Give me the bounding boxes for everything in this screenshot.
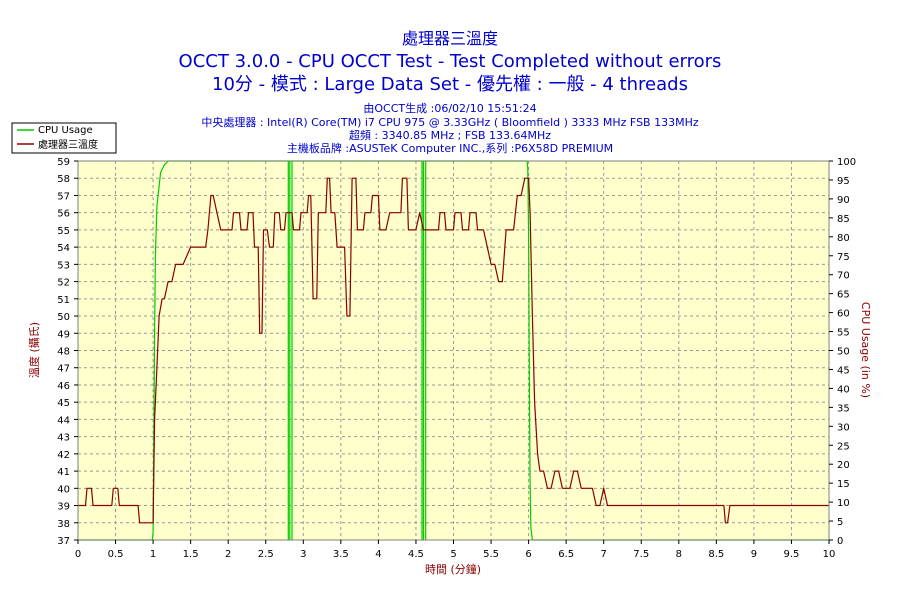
legend: CPU Usage 處理器三溫度 (11, 122, 117, 154)
y2-tick-label: 30 (837, 422, 850, 433)
y-tick-label: 44 (57, 415, 70, 426)
x-tick-label: 9.5 (783, 549, 799, 560)
y2-tick-label: 85 (837, 214, 850, 225)
y-tick-label: 50 (57, 312, 70, 323)
y-tick-label: 39 (57, 502, 70, 513)
y-tick-label: 59 (57, 157, 70, 168)
legend-box (11, 122, 117, 154)
y2-tick-label: 20 (837, 460, 850, 471)
y2-tick-label: 15 (837, 479, 850, 490)
y-tick-label: 42 (57, 450, 70, 461)
info-cpu: 中央處理器 : Intel(R) Core(TM) i7 CPU 975 @ 3… (201, 116, 699, 129)
y-tick-label: 43 (57, 433, 70, 444)
x-tick-label: 1.5 (183, 549, 199, 560)
y-tick-label: 52 (57, 278, 70, 289)
chart-title: 處理器三溫度 (401, 29, 498, 48)
info-overclock: 超頻 : 3340.85 MHz ; FSB 133.64MHz (348, 129, 552, 142)
y-tick-label: 48 (57, 347, 70, 358)
y-axis-left: 37 38 39 40 41 42 43 44 45 46 47 48 49 50 51 52 53 54 55 56… (57, 157, 78, 547)
y2-tick-label: 0 (837, 536, 843, 547)
y-tick-label: 55 (57, 226, 70, 237)
x-tick-label: 10 (823, 549, 836, 560)
x-tick-label: 4.5 (408, 549, 424, 560)
x-tick-label: 8 (676, 549, 682, 560)
y-axis-label: 溫度 (攝氏) (27, 322, 41, 378)
y2-tick-label: 35 (837, 403, 850, 414)
legend-label-temperature: 處理器三溫度 (38, 138, 98, 151)
x-tick-label: 6.5 (558, 549, 574, 560)
y2-tick-label: 45 (837, 365, 850, 376)
y-tick-label: 51 (57, 295, 70, 306)
x-tick-label: 1 (150, 549, 156, 560)
y2-tick-label: 75 (837, 252, 850, 263)
chart-subtitle-test: OCCT 3.0.0 - CPU OCCT Test - Test Comple… (178, 51, 722, 72)
y2-axis-label: CPU Usage (in %) (859, 302, 872, 398)
y-tick-label: 49 (57, 329, 70, 340)
y-tick-label: 46 (57, 381, 70, 392)
y-tick-label: 56 (57, 209, 70, 220)
y-tick-label: 53 (57, 260, 70, 271)
x-tick-label: 0.5 (108, 549, 124, 560)
x-axis: 0 0.5 1 1.5 2 2.5 3 3.5 4 4.5 5 5.5 6 6.5 7 7.5 8 8.5 9 9.5… (75, 540, 836, 560)
y2-tick-label: 40 (837, 384, 850, 395)
y2-tick-label: 80 (837, 233, 850, 244)
x-tick-label: 4 (375, 549, 381, 560)
x-tick-label: 2 (225, 549, 231, 560)
y-tick-label: 40 (57, 484, 70, 495)
legend-label-cpu-usage: CPU Usage (38, 125, 93, 136)
x-tick-label: 3 (300, 549, 306, 560)
x-tick-label: 8.5 (708, 549, 724, 560)
y2-tick-label: 55 (837, 328, 850, 339)
series-line-cpu-usage (78, 160, 829, 541)
x-tick-label: 2.5 (258, 549, 274, 560)
y-tick-label: 54 (57, 243, 70, 254)
y-tick-label: 58 (57, 174, 70, 185)
grid-lines (78, 161, 829, 540)
x-tick-label: 0 (75, 549, 81, 560)
y-tick-label: 38 (57, 519, 70, 530)
x-tick-label: 5.5 (483, 549, 499, 560)
x-tick-label: 9 (751, 549, 757, 560)
x-tick-label: 5 (450, 549, 456, 560)
y-tick-label: 37 (57, 536, 70, 547)
x-tick-label: 7.5 (633, 549, 649, 560)
y-tick-label: 47 (57, 364, 70, 375)
y-tick-label: 41 (57, 467, 70, 478)
y-tick-label: 45 (57, 398, 70, 409)
y2-tick-label: 70 (837, 271, 850, 282)
y2-tick-label: 65 (837, 290, 850, 301)
info-generated: 由OCCT生成 :06/02/10 15:51:24 (363, 102, 537, 115)
y2-tick-label: 5 (837, 517, 843, 528)
x-tick-label: 7 (601, 549, 607, 560)
x-axis-label: 時間 (分鐘) (425, 562, 481, 576)
y-axis-right: 0 5 10 15 20 25 30 35 40 45 50 55 60 65 70 75 80 85 90 95 10… (829, 157, 856, 547)
info-motherboard: 主機板品牌 :ASUSTeK Computer INC.,系列 :P6X58D … (286, 142, 614, 155)
x-tick-label: 3.5 (333, 549, 349, 560)
x-tick-label: 6 (525, 549, 531, 560)
y2-tick-label: 95 (837, 176, 850, 187)
y2-tick-label: 60 (837, 309, 850, 320)
chart-subtitle-mode: 10分 - 模式 : Large Data Set - 優先權 : 一般 - 4… (212, 74, 688, 95)
y2-tick-label: 100 (837, 157, 856, 168)
y-tick-label: 57 (57, 191, 70, 202)
y2-tick-label: 25 (837, 441, 850, 452)
y2-tick-label: 50 (837, 347, 850, 358)
y2-tick-label: 10 (837, 498, 850, 509)
series-group (78, 160, 829, 541)
y2-tick-label: 90 (837, 195, 850, 206)
series-line-temperature (78, 177, 829, 524)
